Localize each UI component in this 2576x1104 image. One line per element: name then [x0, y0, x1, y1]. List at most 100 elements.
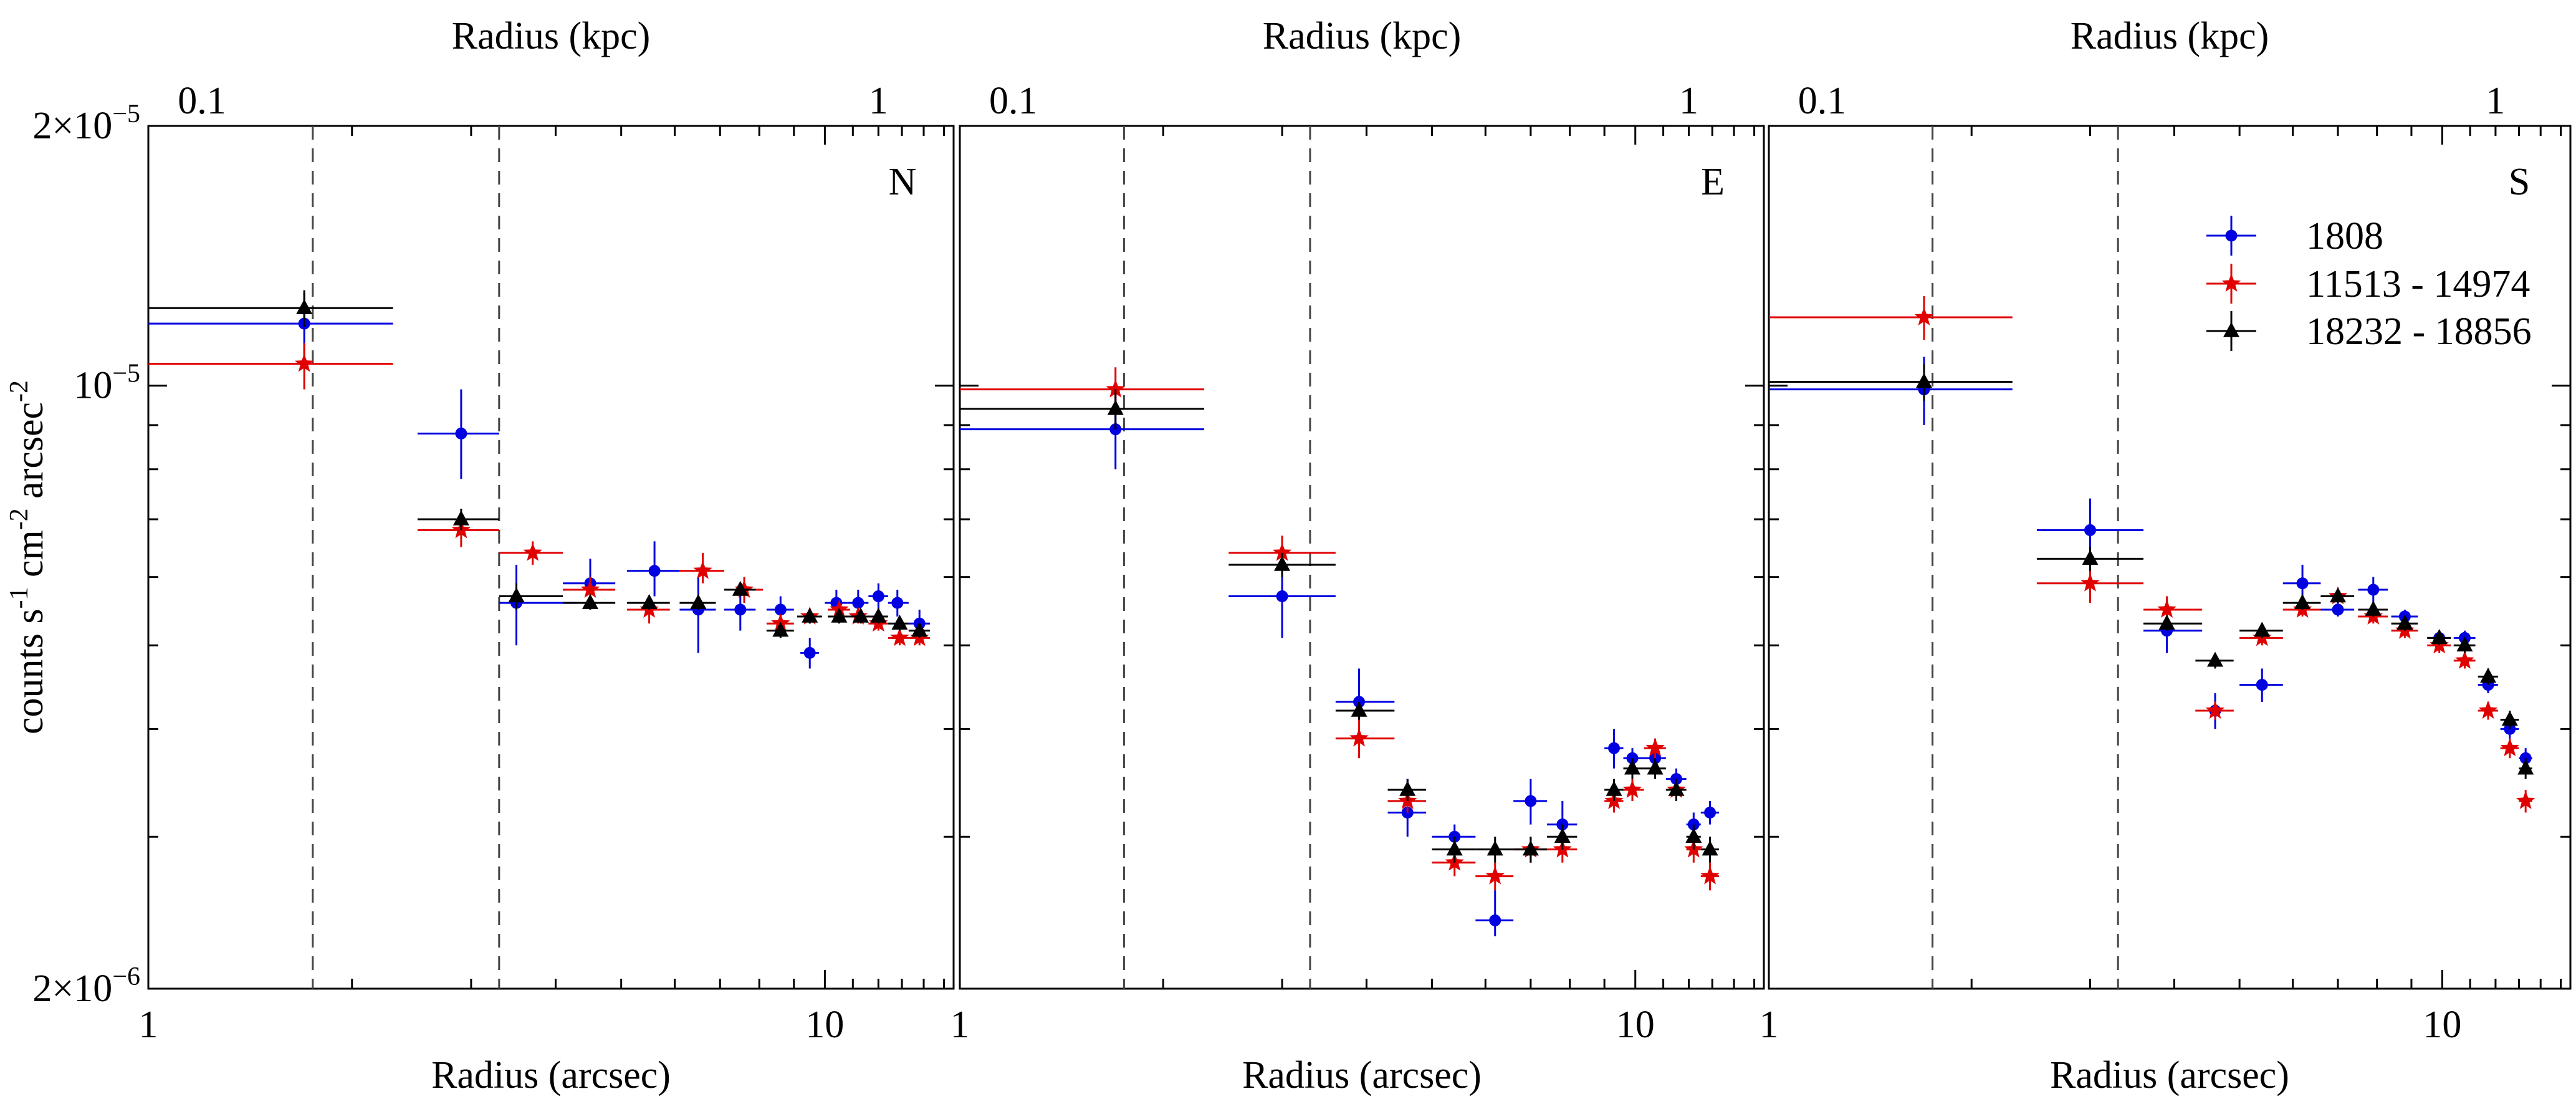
- y-tick-label: 2×10−6: [32, 962, 140, 1010]
- data-point: [2082, 550, 2099, 565]
- data-point: [2431, 629, 2448, 645]
- data-point: [1704, 806, 1717, 818]
- data-point: [872, 590, 884, 602]
- data-point: [455, 427, 467, 439]
- data-point: [1606, 780, 1622, 796]
- data-point: [690, 593, 707, 609]
- x-axis-label: Radius (arcsec): [1242, 1054, 1482, 1097]
- top-tick-label: 1: [1679, 80, 1698, 122]
- legend-label: 1808: [2306, 215, 2383, 257]
- data-point: [2365, 600, 2382, 616]
- data-point: [2480, 668, 2497, 683]
- data-point: [508, 587, 525, 603]
- data-point: [1647, 759, 1664, 775]
- data-point: [1624, 759, 1641, 775]
- data-point: [2207, 651, 2224, 667]
- data-point: [803, 646, 816, 659]
- data-point: [1107, 400, 1124, 415]
- x-tick-label: 1: [139, 1004, 158, 1046]
- panel-label: N: [889, 161, 917, 203]
- data-point: [732, 580, 749, 596]
- data-point: [2455, 650, 2474, 669]
- data-point: [2500, 738, 2519, 757]
- data-point: [1106, 379, 1125, 398]
- data-point: [2294, 593, 2311, 609]
- panel-label: S: [2509, 161, 2530, 203]
- data-point: [774, 603, 787, 616]
- data-point: [853, 607, 869, 623]
- data-point: [772, 622, 789, 637]
- legend-marker: [2223, 322, 2239, 337]
- data-point: [2517, 759, 2534, 775]
- data-point: [294, 353, 314, 372]
- data-point: [852, 597, 864, 609]
- data-point: [1525, 795, 1537, 807]
- legend: 1808 11513 - 14974 18232 - 18856: [2206, 215, 2532, 353]
- data-point: [1554, 827, 1571, 843]
- legend-label: 18232 - 18856: [2306, 310, 2532, 353]
- data-point: [523, 542, 542, 561]
- data-point: [1522, 840, 1539, 856]
- data-point: [1485, 866, 1505, 885]
- data-point: [1915, 373, 1932, 388]
- data-point: [693, 560, 712, 579]
- data-point: [1446, 840, 1463, 856]
- top-tick-label: 0.1: [989, 80, 1038, 122]
- data-point: [1700, 866, 1720, 885]
- data-point: [1399, 780, 1416, 796]
- data-point: [891, 614, 908, 630]
- data-point: [2332, 603, 2344, 616]
- panel-frame: [959, 125, 1765, 990]
- x-axis-label: Radius (arcsec): [431, 1054, 671, 1097]
- data-point: [870, 607, 887, 623]
- data-point: [1668, 780, 1685, 796]
- data-point: [1276, 590, 1288, 602]
- data-point: [2256, 679, 2268, 691]
- x-tick-label: 10: [1616, 1004, 1655, 1046]
- data-point: [1702, 840, 1718, 856]
- y-tick-label: 2×10−5: [32, 100, 140, 147]
- x-tick-label: 10: [805, 1004, 844, 1046]
- data-point: [580, 580, 600, 598]
- data-point: [2396, 614, 2413, 630]
- panel-frame: [147, 125, 955, 990]
- x-tick-label: 1: [950, 1004, 970, 1046]
- data-point: [1487, 840, 1503, 856]
- data-point: [1349, 728, 1369, 747]
- data-point: [2330, 587, 2347, 603]
- data-point: [734, 603, 747, 616]
- data-point: [2205, 701, 2225, 719]
- data-point: [911, 622, 928, 637]
- x-axis-label: Radius (arcsec): [2050, 1054, 2289, 1097]
- panel-label: E: [1701, 161, 1725, 203]
- panel-frame: [1768, 125, 2572, 990]
- data-point: [1274, 555, 1291, 571]
- data-point: [2478, 701, 2498, 719]
- top-axis-label: Radius (kpc): [452, 15, 651, 57]
- data-point: [648, 565, 661, 577]
- data-point: [890, 628, 909, 646]
- data-point: [2080, 573, 2100, 592]
- y-tick-label: 10−5: [74, 360, 140, 407]
- top-tick-label: 1: [869, 80, 888, 122]
- data-point: [1914, 307, 1934, 325]
- data-point: [802, 607, 818, 623]
- data-point: [1645, 738, 1665, 757]
- data-point: [1622, 780, 1642, 798]
- data-point: [831, 607, 848, 623]
- data-point: [2158, 614, 2175, 630]
- legend-marker: [2225, 229, 2238, 242]
- data-point: [582, 593, 599, 609]
- data-point: [452, 510, 469, 526]
- legend-marker: [2221, 274, 2241, 292]
- legend-label: 11513 - 14974: [2306, 263, 2530, 305]
- data-point: [2254, 622, 2271, 637]
- top-tick-label: 1: [2486, 80, 2505, 122]
- data-point: [2084, 524, 2096, 536]
- data-point: [2367, 583, 2380, 596]
